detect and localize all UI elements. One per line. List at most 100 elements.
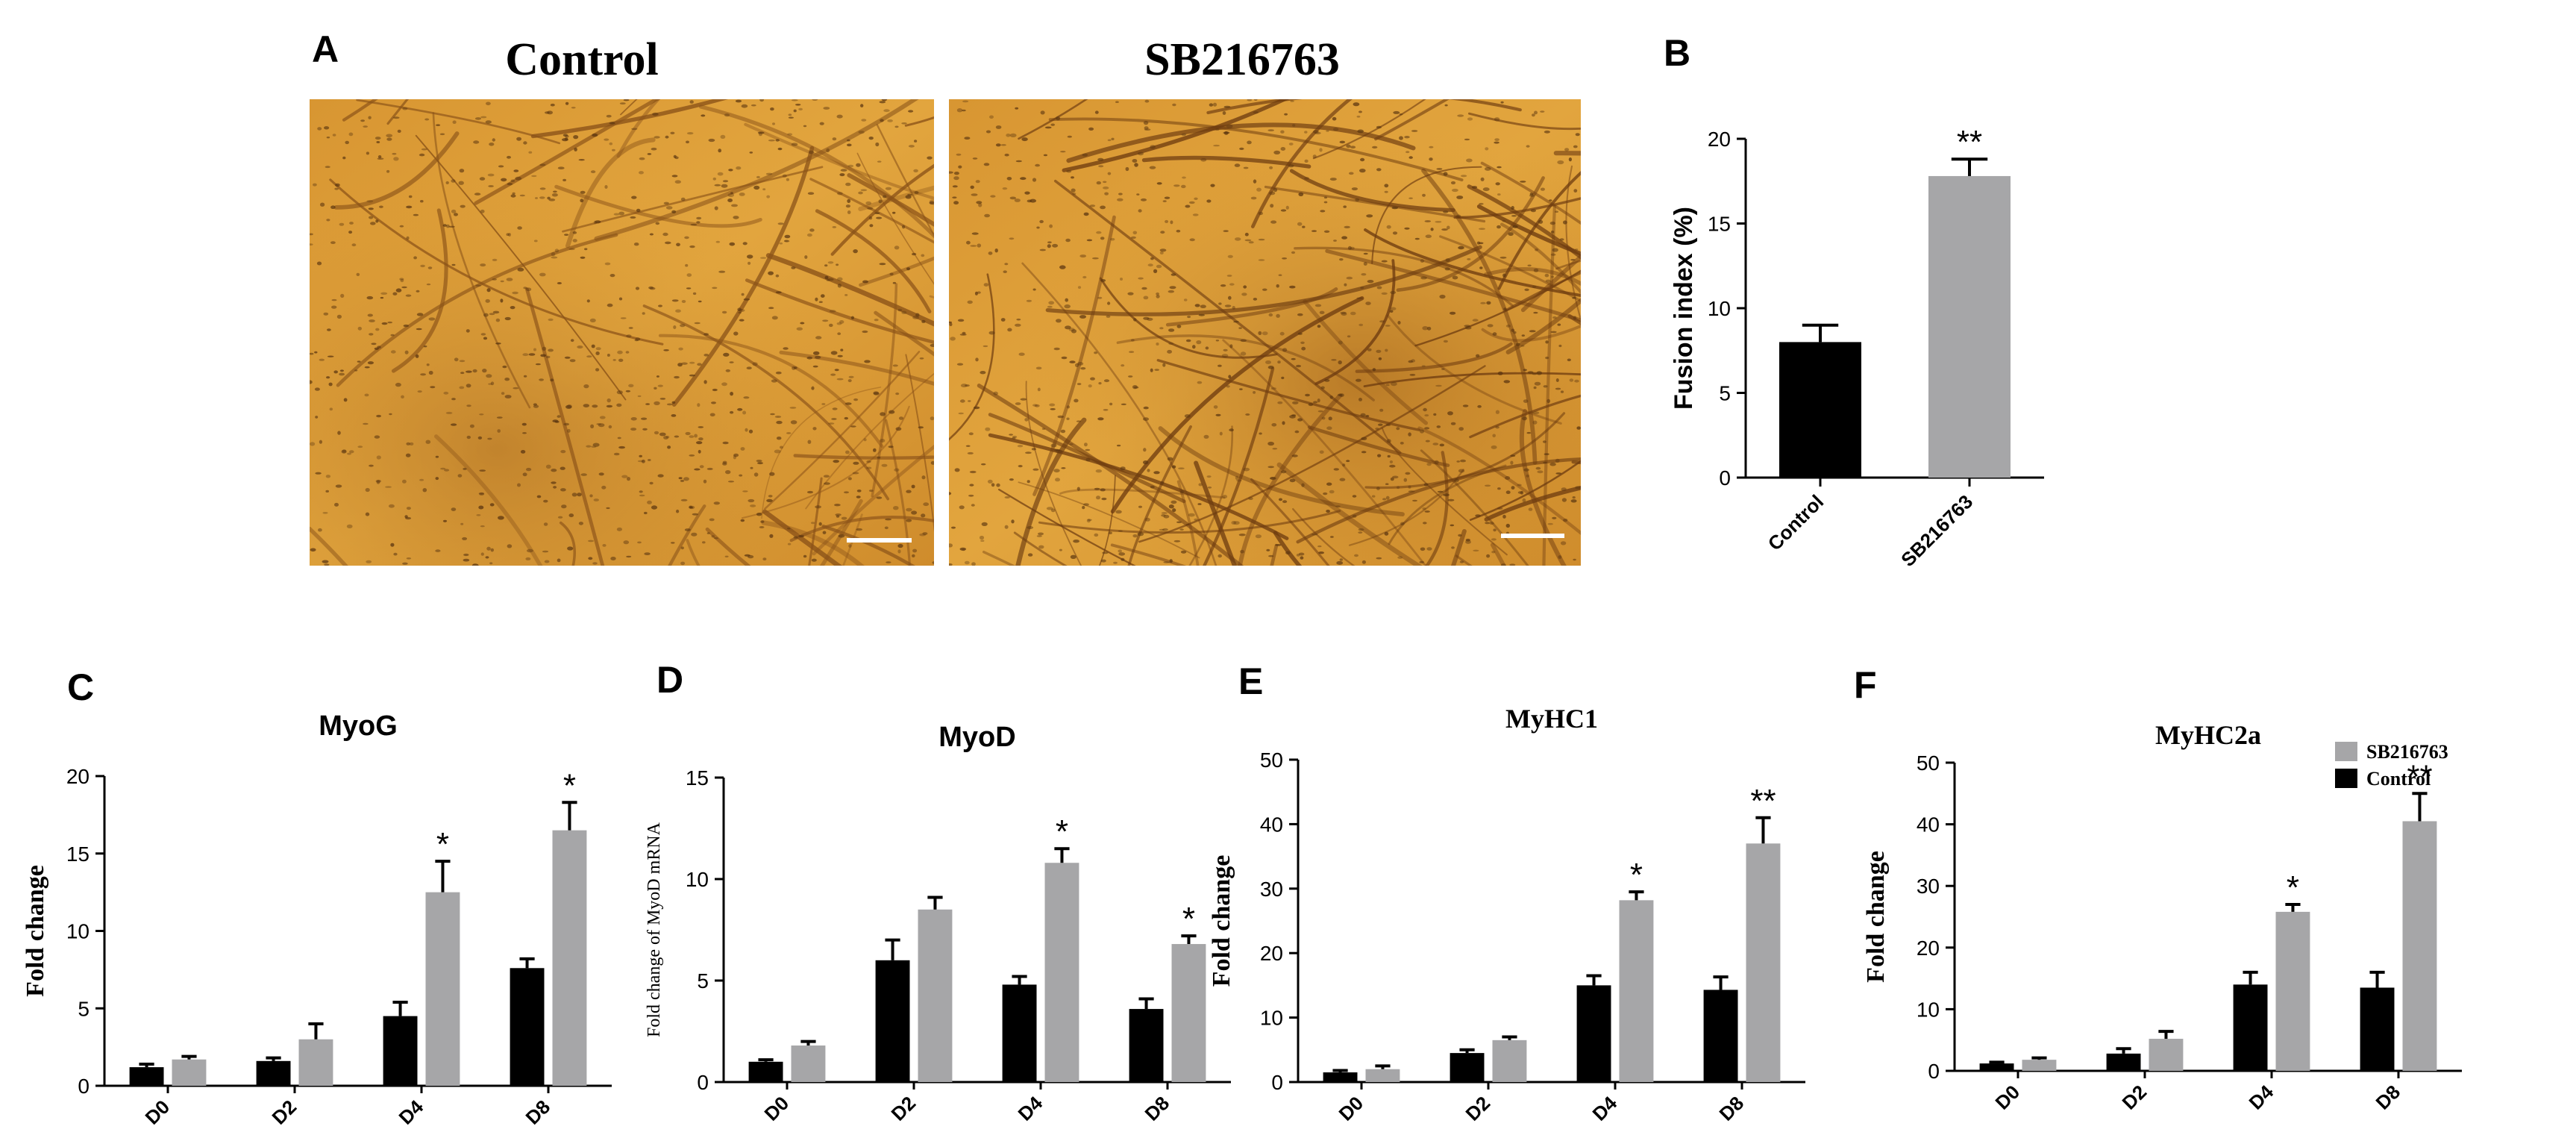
nucleus: [1563, 220, 1567, 225]
nucleus: [1339, 478, 1346, 481]
nucleus: [1338, 340, 1343, 345]
nucleus: [1423, 522, 1427, 525]
nucleus: [1526, 145, 1530, 148]
nucleus: [989, 115, 994, 119]
nucleus: [1458, 427, 1464, 431]
nucleus: [837, 277, 843, 281]
nucleus: [892, 364, 898, 367]
nucleus: [1317, 545, 1322, 548]
y-tick-label: 40: [1917, 813, 1940, 837]
nucleus: [334, 502, 339, 507]
nucleus: [950, 337, 956, 341]
nucleus: [586, 355, 592, 358]
nucleus: [1387, 454, 1391, 458]
x-tick-label: D0: [1991, 1081, 2025, 1114]
nucleus: [811, 386, 815, 390]
nucleus: [1384, 190, 1388, 193]
nucleus: [830, 351, 838, 355]
myotube: [1110, 543, 1187, 566]
nucleus: [745, 428, 748, 432]
nucleus: [1343, 205, 1347, 208]
nucleus: [1341, 312, 1347, 316]
nucleus: [486, 288, 491, 293]
nucleus: [1389, 310, 1394, 313]
nucleus: [1456, 214, 1461, 218]
nucleus: [740, 447, 745, 451]
nucleus: [1536, 371, 1543, 375]
nucleus: [960, 384, 968, 388]
nucleus: [678, 347, 683, 351]
nucleus: [1127, 292, 1134, 296]
nucleus: [729, 242, 736, 246]
nucleus: [953, 201, 959, 205]
nucleus: [824, 482, 830, 485]
nucleus: [644, 511, 648, 515]
nucleus: [962, 100, 969, 103]
nucleus: [1156, 264, 1162, 269]
nucleus: [625, 351, 630, 354]
nucleus: [1320, 386, 1325, 390]
nucleus: [580, 473, 587, 476]
nucleus: [731, 204, 738, 207]
nucleus: [1247, 140, 1252, 145]
nucleus: [875, 142, 880, 147]
myotube: [474, 99, 661, 205]
nucleus: [1262, 288, 1267, 291]
nucleus: [655, 222, 660, 225]
myotube: [1325, 248, 1581, 322]
myotube: [1250, 478, 1330, 566]
nucleus: [482, 369, 487, 373]
nucleus: [621, 475, 628, 478]
nucleus: [1086, 239, 1093, 242]
nucleus: [375, 137, 381, 140]
nucleus: [689, 505, 695, 510]
nucleus: [535, 363, 541, 366]
nucleus: [821, 403, 826, 405]
nucleus: [489, 562, 493, 565]
nucleus: [342, 156, 346, 160]
nucleus: [402, 107, 408, 110]
nucleus: [485, 556, 489, 559]
nucleus: [847, 164, 854, 168]
nucleus: [721, 310, 727, 314]
nucleus: [771, 379, 777, 383]
nucleus: [1138, 209, 1142, 213]
nucleus: [1027, 526, 1034, 529]
nucleus: [1294, 430, 1300, 434]
nucleus: [1511, 486, 1515, 490]
nucleus: [702, 541, 706, 544]
nucleus: [1279, 331, 1285, 336]
nucleus: [1424, 220, 1432, 222]
bar: [1779, 342, 1861, 478]
nucleus: [551, 193, 558, 197]
nucleus: [1479, 266, 1483, 269]
y-tick-label: 5: [1719, 382, 1731, 405]
nucleus: [706, 532, 710, 534]
nucleus: [472, 369, 477, 373]
nucleus: [1240, 339, 1247, 343]
nucleus: [462, 537, 468, 540]
nucleus: [1159, 327, 1164, 330]
nucleus: [847, 477, 852, 481]
nucleus: [1245, 413, 1250, 416]
nucleus: [617, 350, 623, 354]
nucleus: [1491, 445, 1497, 449]
nucleus: [386, 169, 390, 173]
nucleus: [914, 140, 918, 143]
nucleus: [666, 403, 673, 406]
nucleus: [689, 374, 696, 377]
myotube: [1158, 426, 1405, 516]
nucleus: [1390, 290, 1397, 295]
nucleus: [1084, 443, 1088, 447]
nucleus: [1289, 415, 1296, 419]
myotube: [310, 526, 348, 566]
nucleus: [1185, 204, 1191, 208]
nucleus: [613, 213, 620, 216]
nucleus: [1003, 270, 1007, 274]
nucleus: [1150, 257, 1154, 260]
nucleus: [652, 112, 659, 116]
myotube: [815, 209, 932, 313]
nucleus: [1523, 369, 1527, 372]
myotube: [1425, 451, 1449, 566]
nucleus: [1002, 187, 1008, 190]
